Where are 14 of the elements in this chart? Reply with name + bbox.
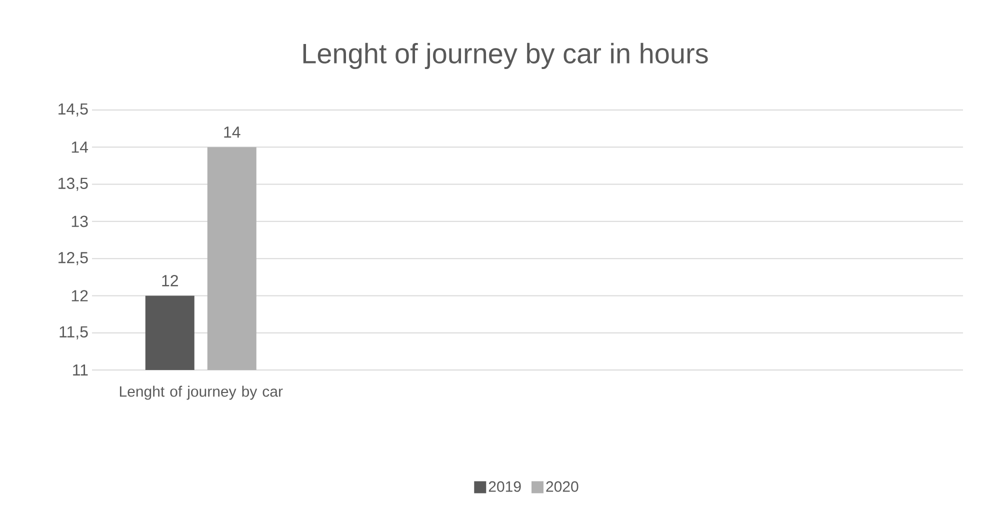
data-label: 14 [224, 126, 240, 138]
legend-label: 2020 [546, 481, 578, 492]
chart-title: Lenght of journey by car in hours [303, 42, 708, 70]
data-label: 12 [162, 275, 178, 286]
legend-label: 2019 [488, 481, 521, 492]
y-tick-label: 14 [72, 142, 88, 153]
y-tick-label: 13 [72, 216, 88, 228]
y-tick-label: 13,5 [58, 178, 88, 191]
y-tick-label: 12 [72, 290, 88, 302]
y-tick-label: 12,5 [58, 252, 88, 266]
y-tick-label: 14,5 [58, 103, 88, 117]
x-tick-label: Lenght of journey by car [120, 386, 283, 400]
y-tick-label: 11 [73, 364, 88, 376]
y-tick-label: 11,5 [60, 326, 88, 340]
